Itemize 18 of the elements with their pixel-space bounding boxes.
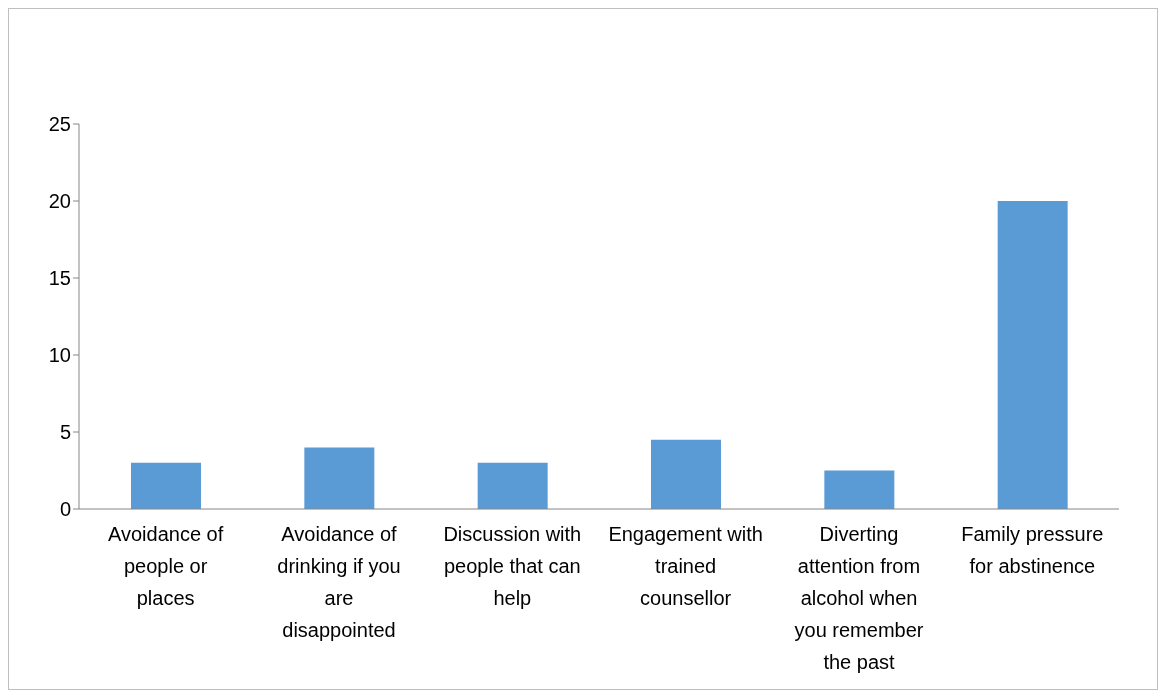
bar bbox=[131, 462, 201, 509]
bar bbox=[304, 447, 375, 509]
bar bbox=[651, 439, 721, 509]
x-tick-label: Avoidance of drinking if you are disappointed bbox=[277, 523, 401, 641]
y-tick-label: 25 bbox=[48, 113, 71, 136]
x-tick-label: Family pressure for abstinence bbox=[961, 523, 1104, 577]
x-tick-label: Engagement with trained counsellor bbox=[608, 523, 763, 609]
x-tick-label: Diverting attention from alcohol when you remember the past bbox=[794, 523, 924, 673]
bar bbox=[997, 201, 1068, 509]
y-tick-label: 20 bbox=[48, 190, 71, 213]
bar bbox=[477, 462, 548, 509]
x-tick-label: Avoidance of people or places bbox=[108, 523, 224, 609]
y-tick-label: 5 bbox=[59, 421, 71, 444]
x-tick-label: Discussion with people that can help bbox=[443, 523, 582, 609]
y-tick-label: 0 bbox=[59, 498, 71, 521]
y-tick-label: 10 bbox=[48, 344, 71, 367]
y-tick-label: 15 bbox=[48, 267, 71, 290]
bar bbox=[824, 470, 895, 509]
